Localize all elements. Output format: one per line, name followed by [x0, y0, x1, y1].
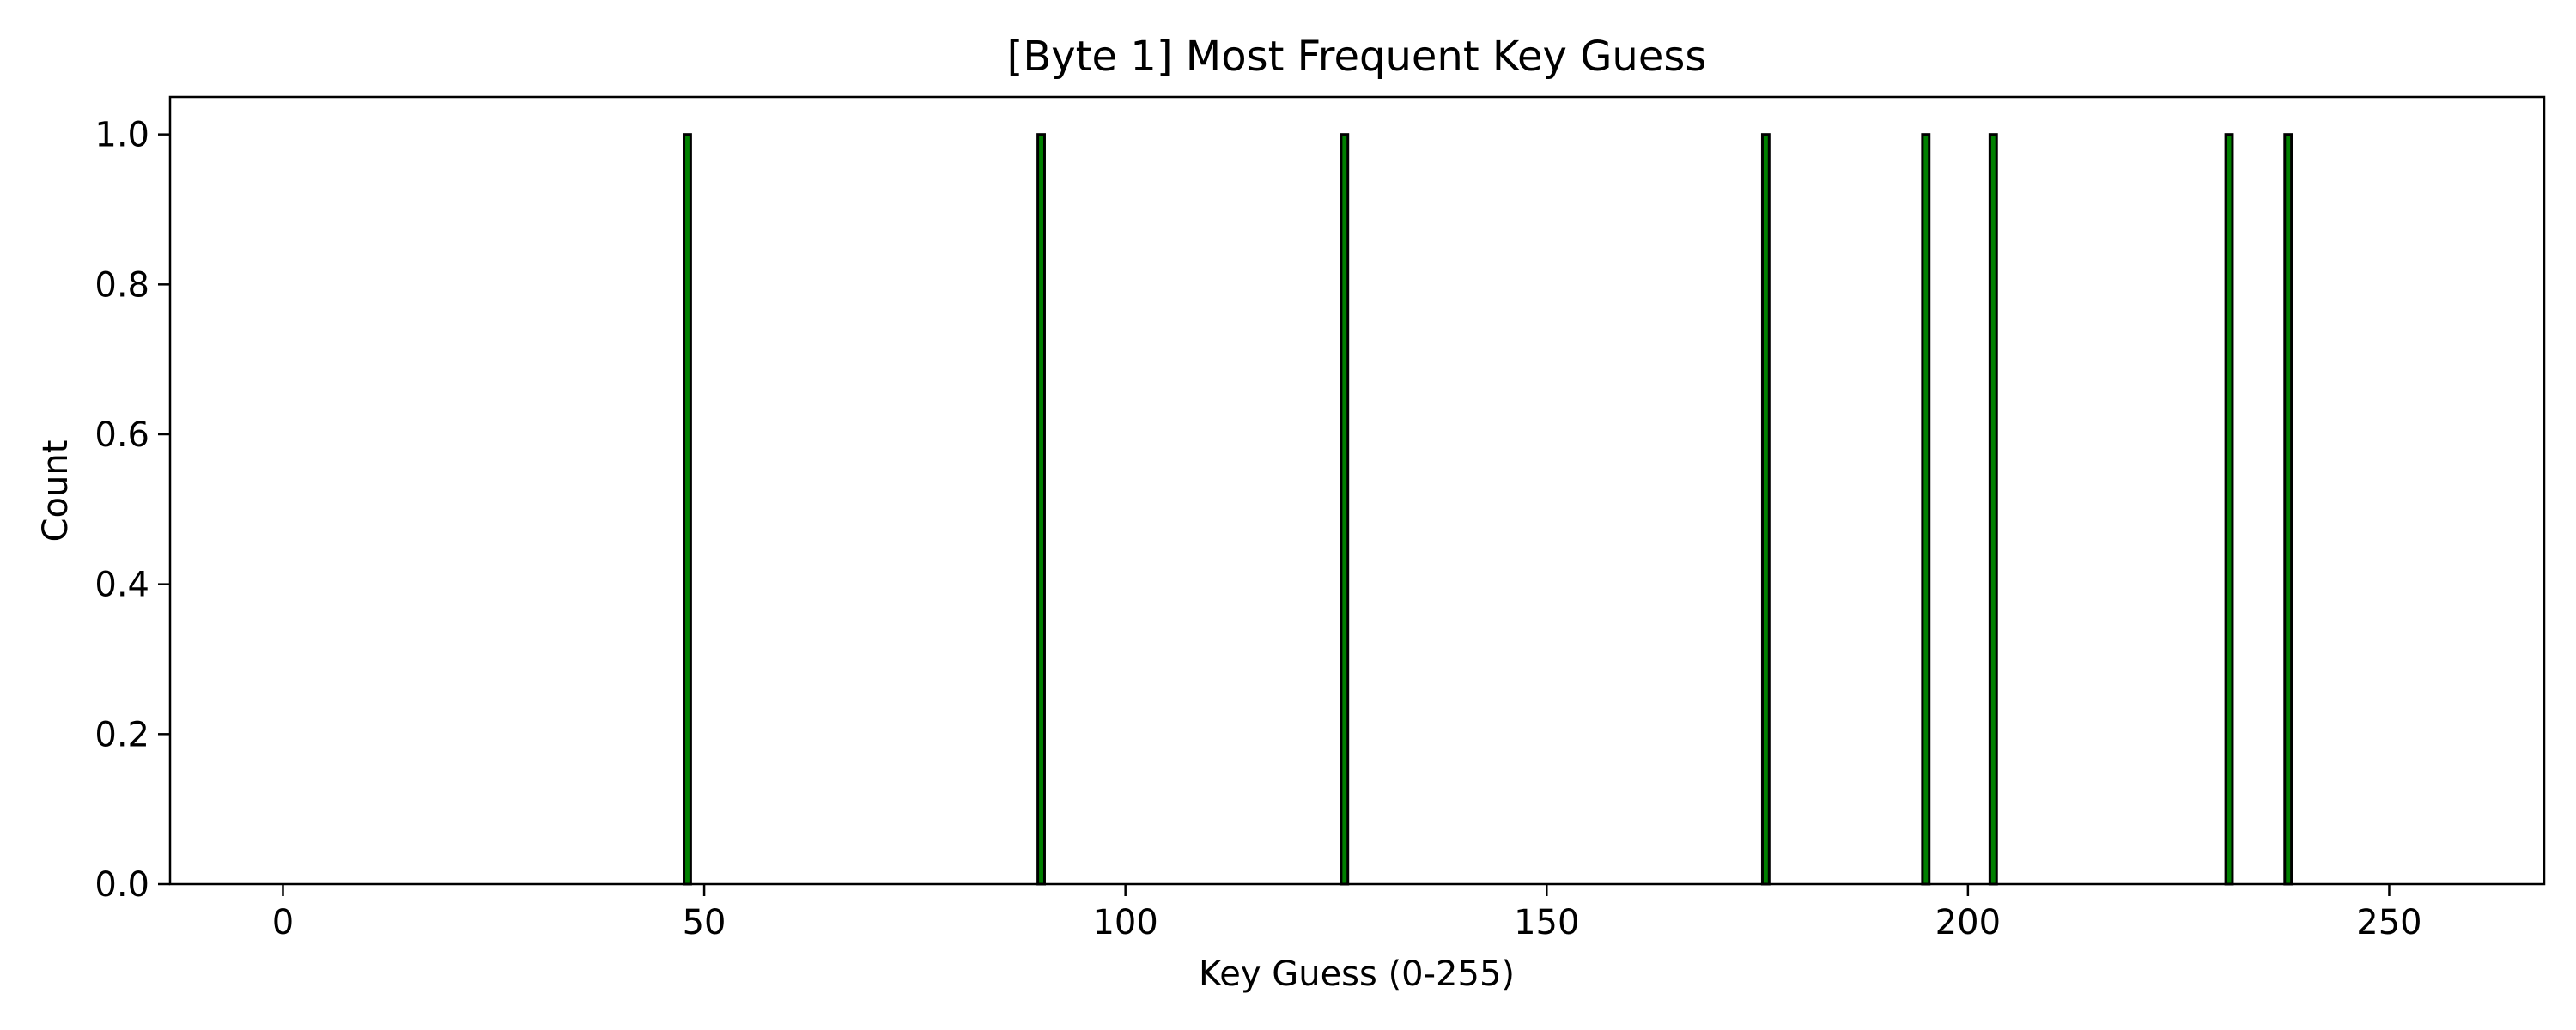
- bar-key-176: [1760, 133, 1771, 886]
- bars-layer: [279, 133, 2435, 886]
- x-axis: 0 50 100 150 200 250: [272, 884, 2422, 942]
- x-tick-label: 200: [1935, 903, 2001, 942]
- y-tick-label: 0.4: [94, 566, 149, 605]
- bar-key-48: [683, 133, 692, 886]
- bar-key-126: [1340, 133, 1350, 886]
- y-axis-label: Count: [36, 440, 76, 542]
- x-tick-label: 250: [2356, 903, 2421, 942]
- plot-frame: [168, 95, 2546, 886]
- bar-key-90: [1036, 133, 1046, 886]
- x-tick-label: 0: [272, 903, 294, 942]
- x-axis-label: Key Guess (0-255): [1199, 954, 1515, 994]
- y-tick-label: 0.2: [94, 715, 149, 754]
- chart-title: [Byte 1] Most Frequent Key Guess: [1007, 33, 1707, 81]
- bar-key-231: [2224, 133, 2234, 886]
- y-tick-label: 0.8: [94, 265, 149, 305]
- bar-key-195: [1921, 133, 1931, 886]
- x-tick-label: 50: [683, 903, 726, 942]
- bar-key-203: [1988, 133, 1998, 886]
- y-tick-label: 1.0: [94, 116, 149, 155]
- bar-key-238: [2283, 133, 2293, 886]
- x-tick-label: 150: [1514, 903, 1579, 942]
- y-tick-label: 0.6: [94, 415, 149, 455]
- x-tick-label: 100: [1092, 903, 1157, 942]
- y-tick-label: 0.0: [94, 865, 149, 905]
- y-axis: 0.0 0.2 0.4 0.6 0.8 1.0: [94, 116, 170, 905]
